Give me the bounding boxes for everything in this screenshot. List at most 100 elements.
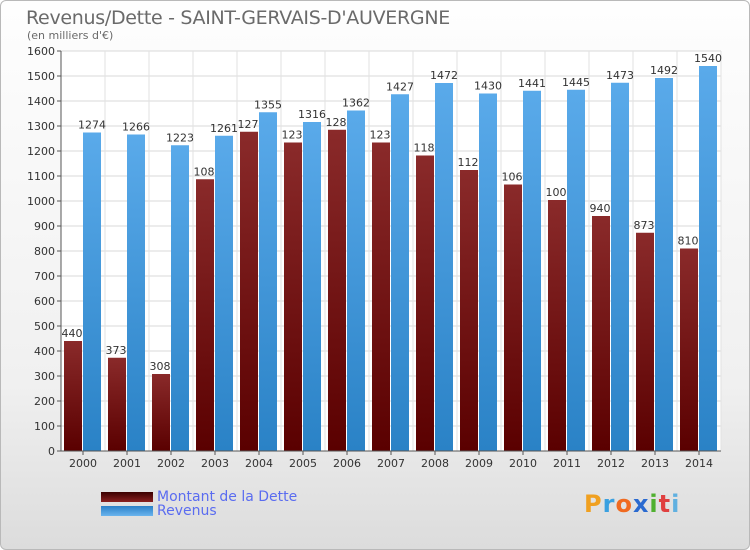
bar-dette: [548, 200, 566, 451]
bar-revenus: [303, 122, 321, 451]
y-tick-label: 400: [34, 345, 55, 358]
data-label-revenus: 1445: [562, 76, 590, 89]
bar-dette: [460, 170, 478, 451]
x-tick-label: 2013: [641, 457, 669, 470]
bar-revenus: [523, 90, 541, 451]
proxiti-logo: Proxiti: [584, 490, 680, 518]
data-label-revenus: 1427: [386, 80, 414, 93]
y-tick-label: 300: [34, 370, 55, 383]
y-tick-label: 100: [34, 420, 55, 433]
data-label-dette: 440: [62, 327, 83, 340]
bar-dette: [284, 142, 302, 451]
bar-dette: [636, 232, 654, 451]
data-label-revenus: 1430: [474, 80, 502, 93]
data-label-dette: 123: [282, 129, 303, 142]
bar-dette: [504, 184, 522, 451]
x-tick-label: 2000: [69, 457, 97, 470]
bar-chart: 0 100 200 300 400 500 600 700 800 900 1000 1100 1200…: [27, 45, 722, 470]
legend-item-dette: Montant de la Dette: [101, 489, 297, 505]
logo-letter: i: [671, 490, 681, 518]
bar-revenus: [611, 82, 629, 451]
x-tick-label: 2006: [333, 457, 361, 470]
data-label-revenus: 1355: [254, 98, 282, 111]
legend-label-revenus: Revenus: [157, 503, 217, 519]
y-tick-label: 1100: [27, 170, 55, 183]
y-tick-label: 0: [48, 445, 55, 458]
bar-dette: [108, 357, 126, 451]
x-tick-label: 2014: [685, 457, 713, 470]
data-label-revenus: 1261: [210, 122, 238, 135]
bar-revenus: [347, 110, 365, 451]
bar-dette: [416, 155, 434, 451]
bar-revenus: [391, 94, 409, 451]
bar-revenus: [567, 89, 585, 451]
bar-dette: [152, 374, 170, 451]
logo-letter: t: [658, 490, 672, 518]
bar-dette: [196, 179, 214, 451]
data-label-revenus: 1274: [78, 119, 106, 132]
y-tick-label: 1400: [27, 95, 55, 108]
y-tick-label: 600: [34, 295, 55, 308]
bar-dette: [328, 129, 346, 451]
data-label-dette: 127: [238, 118, 259, 131]
x-tick-label: 2011: [553, 457, 581, 470]
logo-letter: r: [602, 490, 616, 518]
bar-revenus: [699, 66, 717, 451]
logo-letter: P: [584, 490, 603, 518]
bar-revenus: [83, 132, 101, 451]
bar-revenus: [479, 93, 497, 451]
bar-dette: [372, 142, 390, 451]
y-tick-label: 800: [34, 245, 55, 258]
data-label-dette: 308: [150, 360, 171, 373]
bar-revenus: [171, 145, 189, 451]
x-tick-label: 2008: [421, 457, 449, 470]
y-tick-label: 900: [34, 220, 55, 233]
x-tick-label: 2007: [377, 457, 405, 470]
data-label-dette: 940: [590, 202, 611, 215]
chart-subtitle: (en milliers d'€): [27, 29, 114, 42]
y-tick-label: 1200: [27, 145, 55, 158]
data-label-dette: 108: [194, 165, 215, 178]
data-label-revenus: 1223: [166, 131, 194, 144]
data-label-dette: 128: [326, 116, 347, 129]
legend-swatch-dette: [101, 492, 153, 502]
data-label-revenus: 1540: [694, 52, 722, 65]
data-label-dette: 112: [458, 156, 479, 169]
legend-item-revenus: Revenus: [101, 503, 217, 519]
y-tick-label: 1300: [27, 120, 55, 133]
y-tick-label: 1000: [27, 195, 55, 208]
data-label-dette: 810: [678, 235, 699, 248]
x-tick-label: 2001: [113, 457, 141, 470]
data-label-revenus: 1266: [122, 121, 150, 134]
data-label-dette: 100: [546, 186, 567, 199]
legend-swatch-revenus: [101, 506, 153, 516]
y-tick-label: 1500: [27, 70, 55, 83]
data-label-dette: 118: [414, 142, 435, 155]
data-label-revenus: 1472: [430, 69, 458, 82]
chart-title: Revenus/Dette - SAINT-GERVAIS-D'AUVERGNE: [26, 7, 450, 29]
y-tick-label: 500: [34, 320, 55, 333]
bar-revenus: [655, 78, 673, 451]
data-label-revenus: 1492: [650, 64, 678, 77]
logo-letter: o: [615, 490, 633, 518]
x-tick-label: 2010: [509, 457, 537, 470]
y-tick-label: 1600: [27, 45, 55, 58]
x-tick-label: 2012: [597, 457, 625, 470]
data-label-dette: 373: [106, 344, 127, 357]
logo-letter: x: [632, 490, 650, 518]
bar-dette: [240, 131, 258, 451]
x-tick-label: 2004: [245, 457, 273, 470]
x-tick-label: 2009: [465, 457, 493, 470]
bar-revenus: [259, 112, 277, 451]
bar-revenus: [127, 134, 145, 451]
data-label-dette: 873: [634, 219, 655, 232]
bar-revenus: [435, 83, 453, 451]
bar-revenus: [215, 135, 233, 451]
data-label-dette: 106: [502, 171, 523, 184]
y-tick-label: 200: [34, 395, 55, 408]
x-tick-label: 2005: [289, 457, 317, 470]
data-label-revenus: 1473: [606, 69, 634, 82]
data-label-revenus: 1362: [342, 97, 370, 110]
data-label-dette: 123: [370, 129, 391, 142]
